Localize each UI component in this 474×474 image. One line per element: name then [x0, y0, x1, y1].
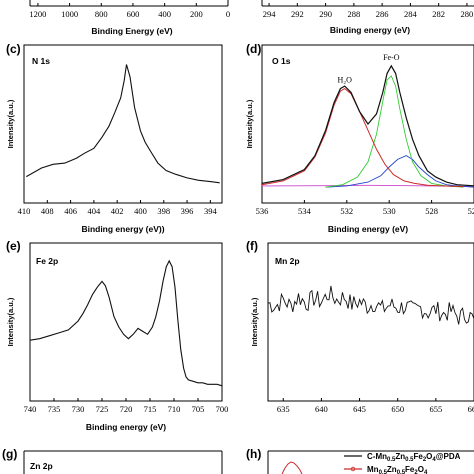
panel-d-series [261, 64, 474, 188]
panel-e-spectrum [29, 259, 223, 387]
panel-c-tick-label: 410 [18, 206, 31, 216]
panel-f-tick-label: 645 [353, 404, 366, 414]
panel-f-frame [267, 242, 474, 402]
panel-b-tick-label: 292 [291, 9, 304, 19]
panel-c-tick-label: 394 [204, 206, 218, 216]
panel-d-tick-label: 532 [340, 206, 353, 216]
panel-a-tick-label: 1000 [61, 9, 78, 19]
panel-f-tick-label: 660 [468, 404, 474, 414]
panel-f-ticks: 635 640 645 650 655 660 [277, 398, 474, 414]
panel-d-ylabel: Intensity(a.u.) [245, 99, 254, 148]
panel-b-xlabel: Binding energy (eV) [330, 25, 410, 35]
panel-c-tick-label: 402 [111, 206, 124, 216]
panel-e-tick-label: 705 [192, 404, 205, 414]
panel-a-tick-label: 800 [95, 9, 108, 19]
panel-c-ticks: 410 408 406 404 402 400 398 396 394 [18, 200, 218, 216]
panel-d-tick-label: 536 [256, 206, 269, 216]
panel-b-tick-label: 288 [347, 9, 360, 19]
panel-f-tick-label: 640 [315, 404, 328, 414]
panel-f-ylabel: Intensity(a.u.) [250, 297, 259, 346]
panel-c-xlabel: Binding energy (eV)) [81, 224, 164, 234]
panel-h: (h) C-Mn0.5Zn0.5Fe2O4@PDA Mn0.5Zn0.5Fe2O… [246, 447, 474, 474]
panel-c-tick-label: 404 [88, 206, 102, 216]
panel-b-tick-label: 290 [319, 9, 332, 19]
panel-b-ticks: 294 292 290 288 286 284 282 280 [263, 3, 474, 19]
panel-b-tick-label: 284 [404, 9, 418, 19]
panel-e-tick-label: 700 [216, 404, 229, 414]
panel-f-tick-label: 635 [277, 404, 290, 414]
panel-b-tick-label: 280 [461, 9, 474, 19]
panel-d-h2o-fit-line [261, 87, 464, 188]
panel-c-tick-label: 400 [134, 206, 147, 216]
panel-f-element: Mn 2p [275, 256, 300, 266]
panel-e-frame [29, 242, 223, 402]
panel-c-frame [23, 44, 223, 204]
panel-a-tick-label: 600 [127, 9, 140, 19]
panel-a-xlabel: Binding Energy (eV) [91, 26, 172, 36]
panel-d-annotation-feo: Fe-O [383, 53, 400, 62]
panel-c-tick-label: 398 [157, 206, 170, 216]
panel-c-tick-label: 408 [41, 206, 54, 216]
panel-e-tick-label: 735 [48, 404, 61, 414]
panel-g-label: (g) [2, 447, 17, 461]
panel-c-label: (c) [6, 42, 21, 56]
panel-c-spectrum [26, 64, 220, 184]
panel-e-ticks: 740 735 730 725 720 715 710 705 700 [24, 398, 229, 414]
panel-b-tick-label: 286 [376, 9, 389, 19]
panel-d-tick-label: 530 [383, 206, 396, 216]
panel-e-tick-label: 720 [120, 404, 133, 414]
panel-d-ticks: 536 534 532 530 528 526 [256, 200, 474, 216]
panel-e-xlabel: Binding energy (eV) [86, 422, 166, 432]
panel-d-frame [261, 44, 474, 204]
panel-a-tick-label: 1200 [29, 9, 46, 19]
panel-a-ticks: 1200 1000 800 600 400 200 0 [29, 3, 230, 19]
panel-h-label: (h) [246, 447, 261, 461]
panel-d-tick-label: 526 [468, 206, 474, 216]
panel-d-tick-label: 534 [298, 206, 312, 216]
panel-d-annotation-h2o: H₂O [338, 76, 353, 85]
panel-b-tick-label: 294 [263, 9, 277, 19]
panel-a-tick-label: 400 [158, 9, 171, 19]
panel-a-tick-label: 0 [226, 9, 230, 19]
panel-g: (g) Zn 2p [2, 447, 223, 474]
panel-a-tick-label: 200 [190, 9, 203, 19]
legend-entry-red: Mn0.5Zn0.5Fe2O4 [367, 465, 428, 474]
panel-d-envelope-line [261, 64, 474, 187]
legend-entry-black: C-Mn0.5Zn0.5Fe2O4@PDA [367, 452, 461, 463]
panel-a: 1200 1000 800 600 400 200 0 Binding Energy (eV… [29, 0, 230, 36]
panel-e-element: Fe 2p [36, 256, 58, 266]
panel-c-ylabel: Intensity(a.u.) [6, 99, 15, 148]
panel-e-label: (e) [6, 239, 21, 253]
panel-f-tick-label: 655 [429, 404, 442, 414]
panel-e-tick-label: 725 [96, 404, 109, 414]
panel-g-element: Zn 2p [30, 461, 53, 471]
panel-d-label: (d) [246, 42, 261, 56]
panel-d-tick-label: 528 [425, 206, 438, 216]
panel-e: (e) Fe 2p Intensity(a.u.) 740 735 730 725 72… [6, 239, 228, 432]
panel-c-element: N 1s [32, 56, 50, 66]
panel-e-tick-label: 740 [24, 404, 37, 414]
panel-c: (c) N 1s Intensity(a.u.) 410 408 406 404 402… [6, 42, 223, 234]
panel-d: (d) O 1s Intensity(a.u.) H₂O Fe-O 536 534… [245, 42, 474, 234]
panel-h-red-curve-fragment [281, 461, 303, 474]
legend-marker-red [350, 466, 356, 472]
panel-b-tick-label: 282 [432, 9, 445, 19]
panel-d-third-fit-line [325, 155, 474, 188]
panel-b: 294 292 290 288 286 284 282 280 Binding energy … [261, 0, 474, 35]
panel-d-element: O 1s [272, 56, 291, 66]
panel-f: (f) Mn 2p Intensity(a.u.) 635 640 645 650 65… [246, 239, 474, 414]
panel-e-tick-label: 710 [168, 404, 181, 414]
panel-f-label: (f) [246, 239, 258, 253]
panel-e-ylabel: Intensity(a.u.) [6, 297, 15, 346]
panel-e-tick-label: 715 [144, 404, 157, 414]
panel-c-tick-label: 396 [181, 206, 194, 216]
panel-f-tick-label: 650 [391, 404, 404, 414]
panel-f-spectrum [267, 285, 474, 325]
panel-c-tick-label: 406 [64, 206, 77, 216]
panel-d-fe-o-fit-line [325, 75, 464, 188]
panel-e-tick-label: 730 [72, 404, 85, 414]
panel-d-xlabel: Binding energy (eV) [328, 224, 408, 234]
